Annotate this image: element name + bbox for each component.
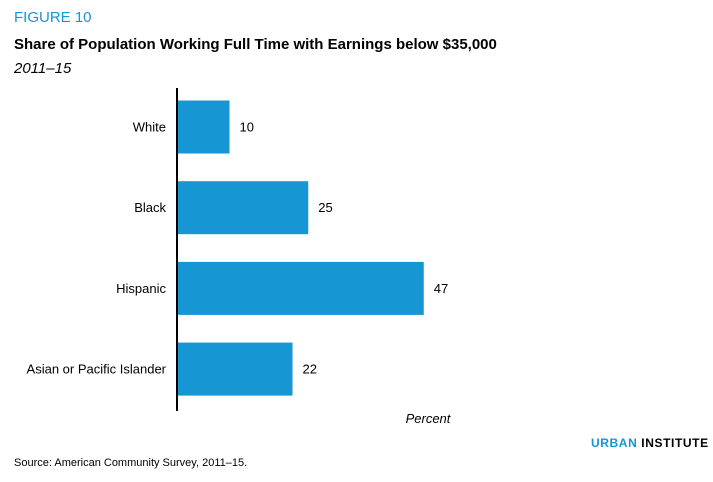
bar-hispanic	[177, 261, 424, 315]
category-label: White	[133, 120, 166, 135]
chart-subtitle: 2011–15	[14, 60, 72, 77]
bar-asian-or-pacific-islander	[177, 342, 293, 396]
brand-institute-text: INSTITUTE	[641, 436, 709, 450]
brand-urban-text: URBAN	[591, 436, 638, 450]
bar-white	[177, 100, 230, 154]
data-label: 25	[318, 200, 332, 215]
source-note: Source: American Community Survey, 2011–…	[14, 457, 248, 469]
category-label: Hispanic	[116, 281, 166, 296]
bar-chart: White 10 Black 25 Hispanic 47 Asian or Pacific…	[27, 88, 452, 426]
category-label: Black	[134, 200, 166, 215]
urban-institute-logo: URBAN INSTITUTE	[591, 436, 709, 450]
chart-title: Share of Population Working Full Time wi…	[14, 36, 497, 53]
data-label: 47	[434, 281, 448, 296]
category-label: Asian or Pacific Islander	[27, 362, 167, 377]
figure-label: FIGURE 10	[14, 9, 92, 26]
bar-black	[177, 181, 309, 235]
data-label: 10	[240, 120, 254, 135]
data-label: 22	[303, 362, 317, 377]
bar-group: White 10 Black 25 Hispanic 47 Asian or Pacific…	[27, 100, 448, 396]
x-axis-title: Percent	[406, 411, 452, 426]
